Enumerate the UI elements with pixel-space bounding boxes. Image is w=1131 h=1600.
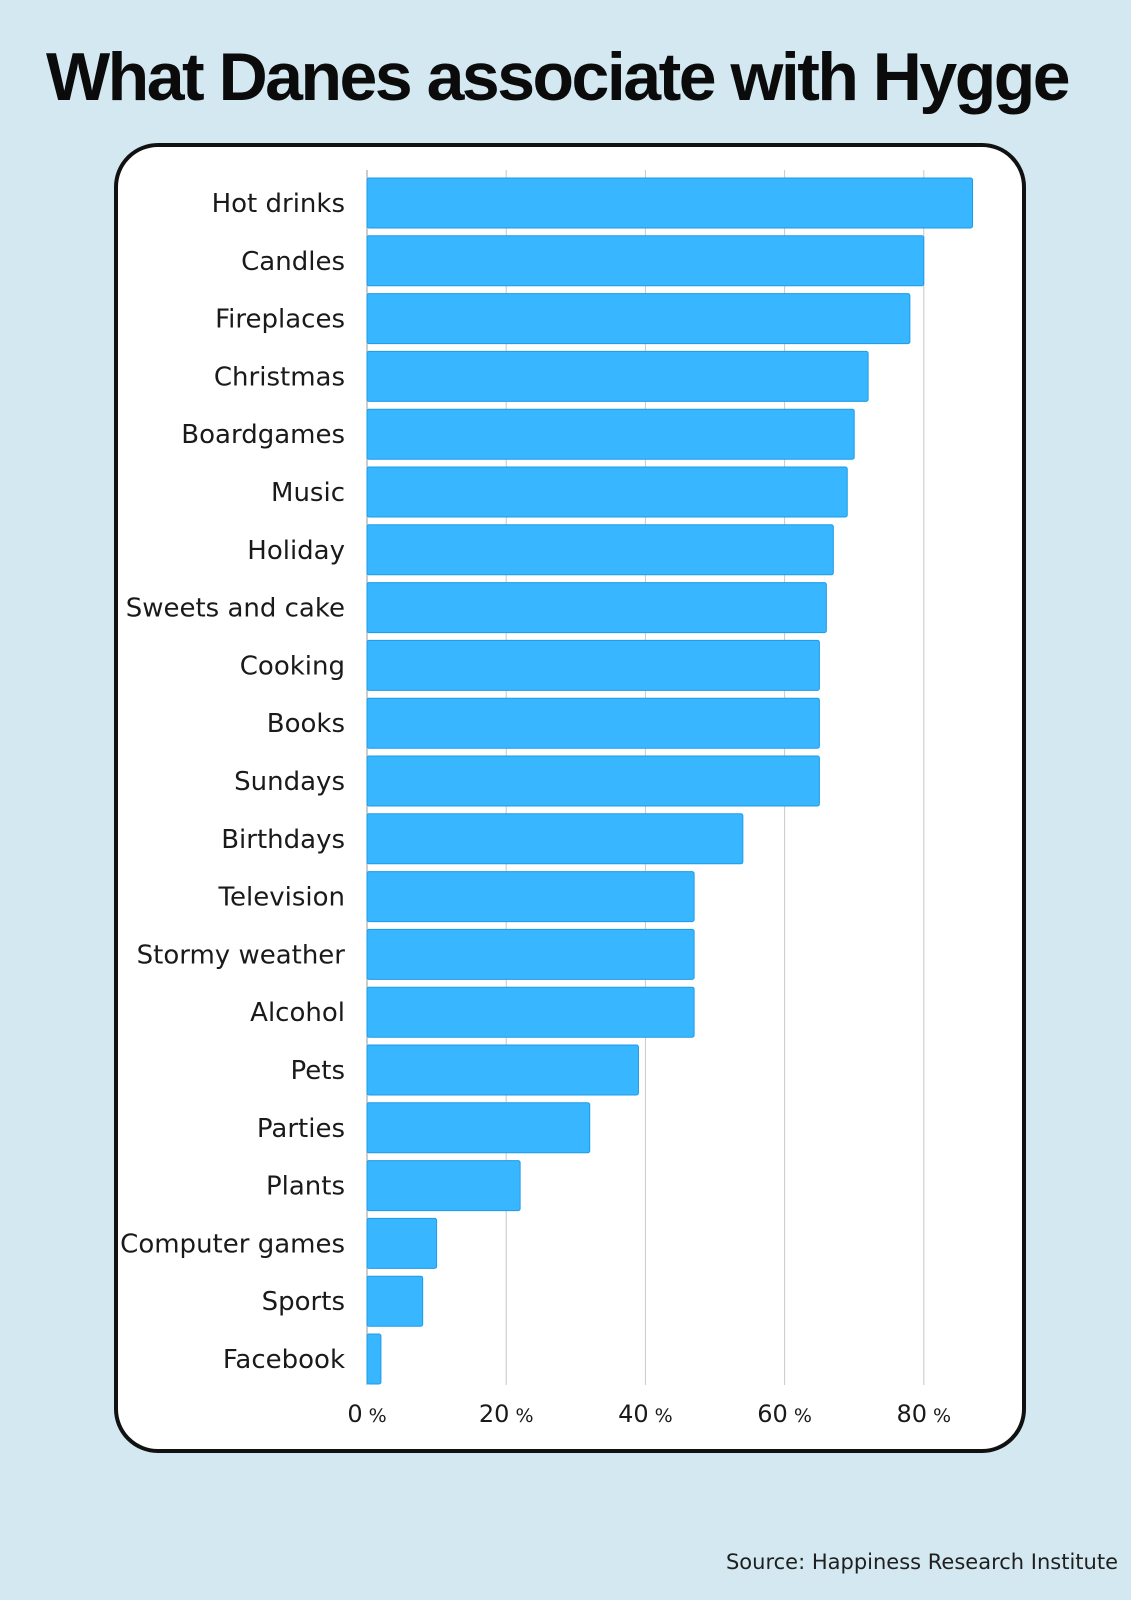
category-label-hot-drinks: Hot drinks: [212, 189, 345, 219]
category-labels: Hot drinks Candles Fireplaces Christmas Boar…: [120, 189, 345, 1375]
bar-television: [366, 871, 695, 923]
category-label-fireplaces: Fireplaces: [215, 305, 345, 335]
bar-alcohol: [366, 986, 695, 1038]
bar-stormy-weather: [366, 928, 695, 980]
bar-christmas: [366, 350, 869, 402]
category-label-facebook: Facebook: [223, 1345, 345, 1375]
bar-music: [366, 466, 848, 518]
x-tick-label-40: 40%: [618, 1400, 673, 1428]
x-axis-ticks: 0% 20% 40% 60% 80%: [347, 1400, 951, 1428]
bar-facebook: [366, 1333, 382, 1385]
bar-sports: [366, 1275, 424, 1327]
category-label-stormy-weather: Stormy weather: [137, 940, 346, 970]
page-title: What Danes associate with Hygge: [46, 39, 1071, 115]
category-label-boardgames: Boardgames: [181, 420, 345, 450]
x-tick-label-60: 60%: [757, 1400, 812, 1428]
bar-plants: [366, 1160, 521, 1212]
category-label-sports: Sports: [262, 1287, 345, 1317]
category-label-alcohol: Alcohol: [250, 998, 345, 1028]
bar-candles: [366, 235, 925, 287]
source-note: Source: Happiness Research Institute: [725, 1550, 1118, 1574]
category-label-birthdays: Birthdays: [221, 825, 345, 855]
category-label-television: Television: [218, 883, 345, 913]
category-label-pets: Pets: [291, 1056, 346, 1086]
category-label-candles: Candles: [241, 247, 345, 277]
category-label-computer-games: Computer games: [120, 1229, 345, 1259]
bars: [366, 177, 974, 1385]
category-label-books: Books: [267, 709, 345, 739]
bar-boardgames: [366, 408, 855, 460]
category-label-plants: Plants: [266, 1172, 345, 1202]
category-label-cooking: Cooking: [240, 651, 345, 681]
category-label-sundays: Sundays: [234, 767, 345, 797]
bar-birthdays: [366, 813, 744, 865]
bar-sundays: [366, 755, 820, 807]
category-label-music: Music: [271, 478, 345, 508]
category-label-holiday: Holiday: [247, 536, 345, 566]
bar-sweets-and-cake: [366, 582, 827, 634]
bar-computer-games: [366, 1217, 438, 1269]
x-tick-label-20: 20%: [479, 1400, 534, 1428]
bar-books: [366, 697, 820, 749]
bar-fireplaces: [366, 293, 911, 345]
bar-parties: [366, 1102, 591, 1154]
bar-hot-drinks: [366, 177, 974, 229]
category-label-parties: Parties: [257, 1114, 345, 1144]
bar-pets: [366, 1044, 639, 1096]
category-label-christmas: Christmas: [214, 362, 345, 392]
bar-holiday: [366, 524, 834, 576]
x-tick-label-0: 0%: [347, 1400, 386, 1428]
category-label-sweets-and-cake: Sweets and cake: [126, 594, 345, 624]
bar-cooking: [366, 639, 820, 691]
x-tick-label-80: 80%: [896, 1400, 951, 1428]
